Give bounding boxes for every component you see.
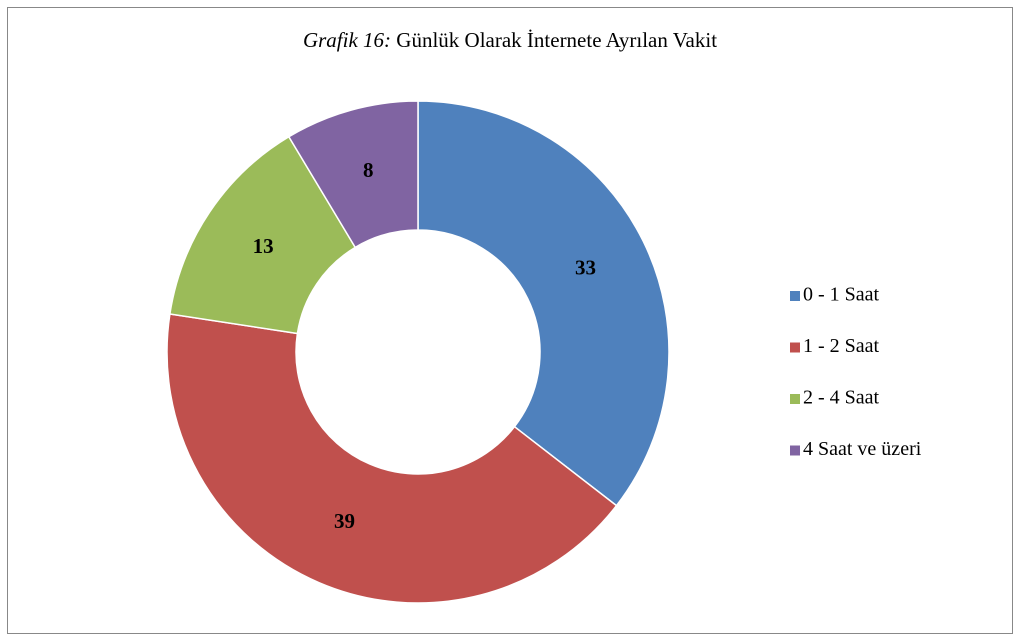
title-prefix: Grafik 16: — [303, 28, 391, 52]
title-text: Günlük Olarak İnternete Ayrılan Vakit — [396, 28, 717, 52]
legend-swatch — [790, 291, 800, 301]
data-label: 13 — [253, 234, 274, 258]
legend-swatch — [790, 445, 800, 456]
data-label: 8 — [363, 158, 374, 182]
legend-label: 1 - 2 Saat — [803, 335, 880, 357]
legend-swatch — [790, 342, 800, 353]
donut-slice — [417, 100, 670, 507]
legend-swatch — [790, 394, 800, 404]
legend-label: 2 - 4 Saat — [803, 387, 880, 409]
chart-title: Grafik 16: Günlük Olarak İnternete Ayrıl… — [303, 28, 717, 52]
donut-slice — [287, 100, 419, 249]
data-label: 33 — [575, 256, 596, 280]
data-label: 39 — [334, 509, 355, 533]
legend-label: 0 - 1 Saat — [803, 284, 880, 306]
legend-label: 4 Saat ve üzeri — [803, 438, 922, 460]
donut-slice — [166, 313, 618, 604]
donut-slice — [169, 135, 357, 335]
